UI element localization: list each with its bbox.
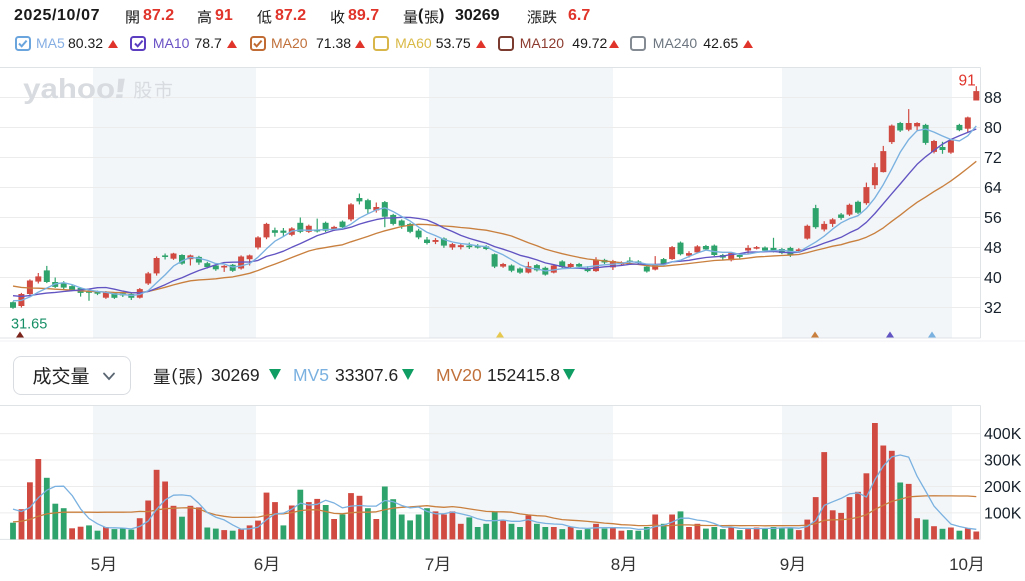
svg-text:200K: 200K	[984, 479, 1022, 496]
svg-text:!: !	[111, 73, 130, 104]
svg-text:6: 6	[254, 555, 263, 574]
svg-text:31.65: 31.65	[11, 317, 47, 333]
svg-text:40: 40	[984, 270, 1002, 287]
svg-text:8: 8	[611, 555, 620, 574]
svg-text:64: 64	[984, 180, 1002, 197]
svg-text:300K: 300K	[984, 453, 1022, 470]
svg-text:7: 7	[425, 555, 434, 574]
svg-text:88: 88	[984, 90, 1002, 107]
svg-text:48: 48	[984, 240, 1002, 257]
svg-text:72: 72	[984, 150, 1002, 167]
svg-text:9: 9	[780, 555, 789, 574]
svg-text:yahoo: yahoo	[23, 74, 115, 105]
svg-text:32: 32	[984, 300, 1002, 317]
svg-text:10: 10	[949, 555, 968, 574]
svg-text:91: 91	[959, 73, 976, 90]
svg-text:80: 80	[984, 120, 1002, 137]
svg-text:100K: 100K	[984, 505, 1022, 522]
svg-text:56: 56	[984, 210, 1002, 227]
svg-text:5: 5	[91, 555, 100, 574]
svg-text:400K: 400K	[984, 426, 1022, 443]
